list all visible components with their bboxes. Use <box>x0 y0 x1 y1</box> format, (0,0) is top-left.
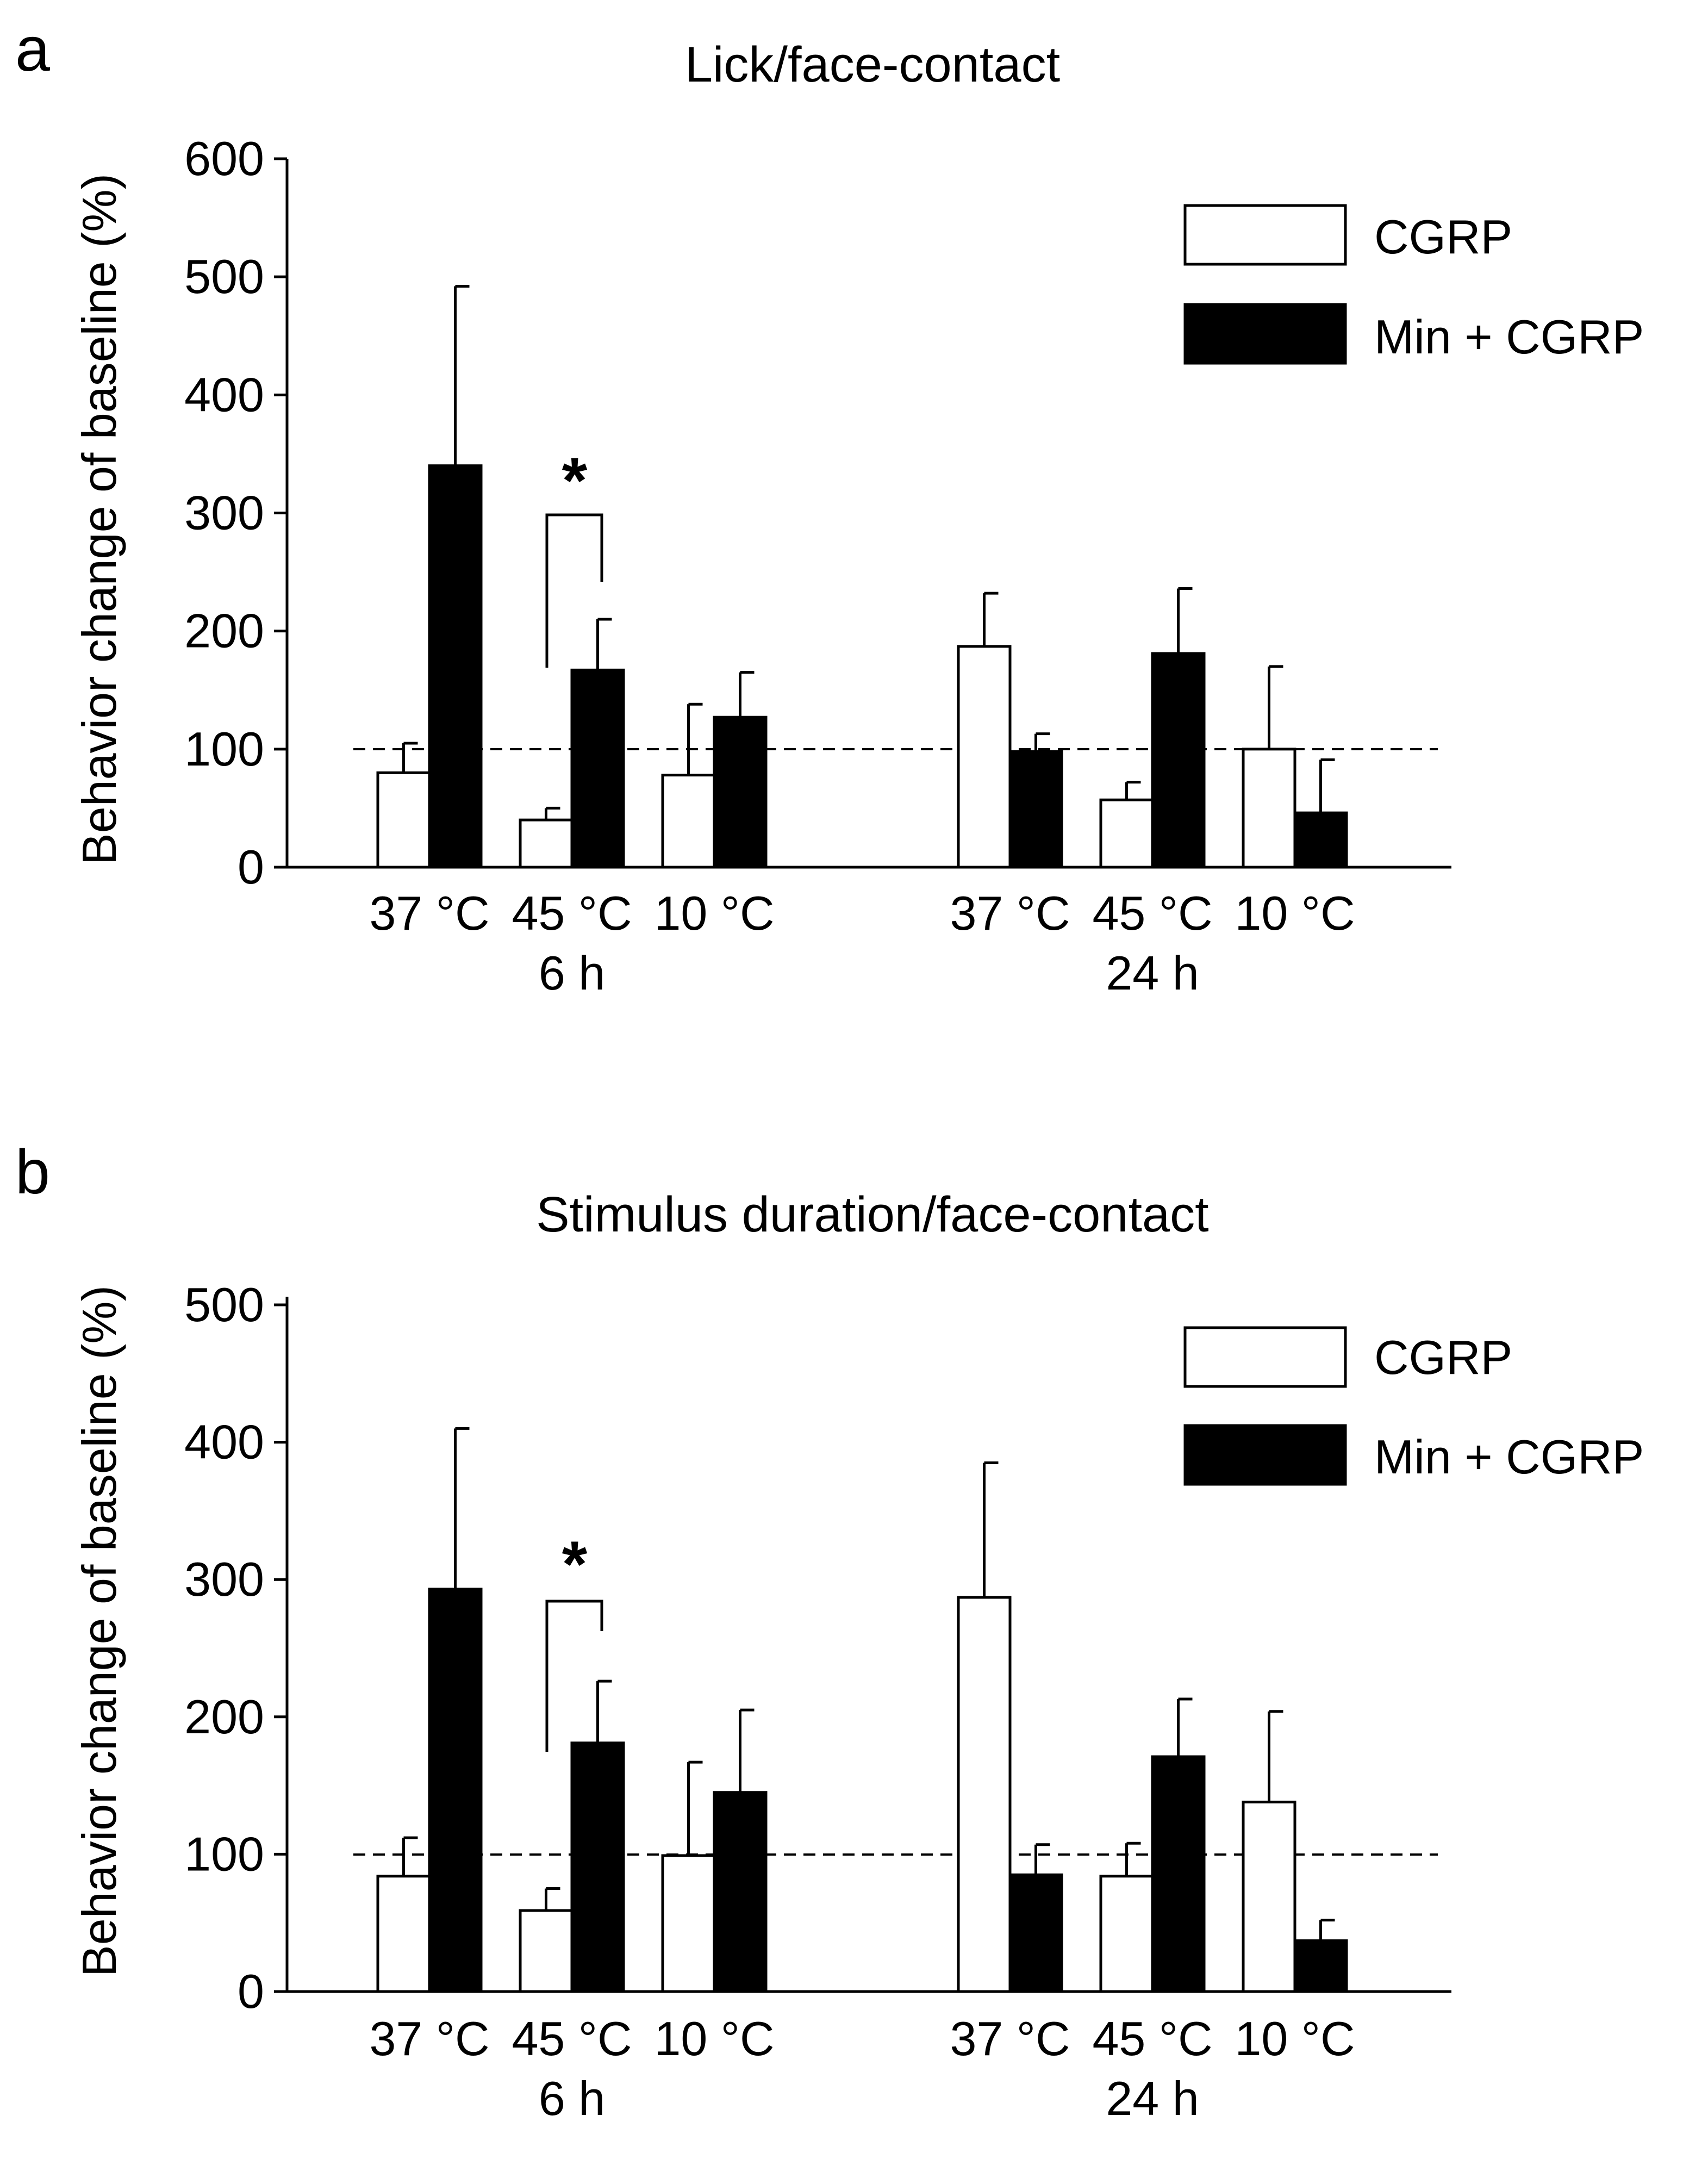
y-tick-label: 500 <box>184 1278 264 1332</box>
bar <box>570 668 625 869</box>
panel-b-legend-label-cgrp: CGRP <box>1374 1330 1512 1384</box>
bar <box>570 1741 625 1993</box>
bar <box>1099 798 1154 869</box>
panel-b-bars <box>376 1427 1348 1993</box>
bar <box>713 1791 768 1993</box>
bar <box>1008 1873 1063 1993</box>
panel-a-legend-swatch-cgrp <box>1183 204 1347 266</box>
panel-letter-b: b <box>15 1137 50 1207</box>
panel-b-significance-bracket: * <box>545 1528 603 1752</box>
panel-a-title: Lick/face-contact <box>685 37 1060 92</box>
x-category-label: 45 °C <box>512 886 632 940</box>
panel-a: a Lick/face-contact Behavior change of b… <box>15 15 1644 1000</box>
panel-b-x-labels: 37 °C 45 °C 10 °C 6 h 37 °C 45 °C 10 °C 24 h <box>369 2012 1355 2125</box>
panel-b-bracket-line <box>545 1600 603 1752</box>
panel-a-y-axis-label: Behavior change of baseline (%) <box>72 173 126 865</box>
y-tick-label: 300 <box>184 486 264 540</box>
bar <box>957 1596 1012 1993</box>
panel-a-legend-label-min-cgrp: Min + CGRP <box>1374 310 1644 364</box>
bar <box>713 715 768 869</box>
panel-b-legend: CGRP Min + CGRP <box>1183 1326 1644 1486</box>
x-category-label: 45 °C <box>1092 2012 1212 2065</box>
y-tick-label: 100 <box>184 1827 264 1881</box>
panel-a-legend-label-cgrp: CGRP <box>1374 210 1512 264</box>
y-tick-label: 400 <box>184 368 264 421</box>
y-tick-label: 300 <box>184 1552 264 1606</box>
panel-b-legend-label-min-cgrp: Min + CGRP <box>1374 1430 1644 1484</box>
bar <box>1293 1939 1348 1993</box>
x-group-label: 6 h <box>539 946 605 1000</box>
y-tick-label: 400 <box>184 1415 264 1469</box>
panel-b-significance-star: * <box>562 1528 588 1601</box>
panel-a-significance-bracket: * <box>545 444 603 668</box>
panel-a-legend: CGRP Min + CGRP <box>1183 204 1644 365</box>
panel-a-legend-swatch-min-cgrp <box>1183 303 1347 365</box>
x-category-label: 45 °C <box>1092 886 1212 940</box>
panel-a-x-labels: 37 °C 45 °C 10 °C 6 h 37 °C 45 °C 10 °C 24 h <box>369 886 1355 1000</box>
y-tick-label: 0 <box>238 840 264 894</box>
x-category-label: 37 °C <box>369 2012 489 2065</box>
bar <box>1099 1875 1154 1993</box>
x-category-label: 45 °C <box>512 2012 632 2065</box>
bar <box>428 1588 483 1993</box>
y-tick-label: 500 <box>184 250 264 303</box>
bar <box>1151 1755 1206 1993</box>
panel-b-title: Stimulus duration/face-contact <box>536 1187 1209 1242</box>
panel-a-bars <box>376 285 1348 869</box>
bar <box>519 818 574 869</box>
bar <box>1242 748 1296 869</box>
bar <box>1242 1800 1296 1993</box>
x-group-label: 6 h <box>539 2071 605 2125</box>
bar <box>957 645 1012 869</box>
y-tick-label: 100 <box>184 722 264 776</box>
x-group-label: 24 h <box>1106 946 1199 1000</box>
panel-a-bracket-line <box>545 513 603 668</box>
bar <box>428 464 483 869</box>
panel-b-y-axis-label: Behavior change of baseline (%) <box>72 1285 126 1977</box>
x-category-label: 10 °C <box>654 2012 774 2065</box>
panel-a-significance-star: * <box>562 444 588 517</box>
x-category-label: 37 °C <box>950 886 1070 940</box>
panel-b-legend-swatch-min-cgrp <box>1183 1424 1347 1486</box>
x-category-label: 10 °C <box>654 886 774 940</box>
y-tick-label: 200 <box>184 604 264 658</box>
bar <box>376 1875 431 1993</box>
panel-b-legend-swatch-cgrp <box>1183 1326 1347 1388</box>
bar <box>661 774 716 869</box>
x-group-label: 24 h <box>1106 2071 1199 2125</box>
x-category-label: 10 °C <box>1235 886 1355 940</box>
x-category-label: 10 °C <box>1235 2012 1355 2065</box>
y-tick-label: 200 <box>184 1690 264 1744</box>
bar <box>661 1854 716 1993</box>
panel-letter-a: a <box>15 15 50 84</box>
bar <box>519 1909 574 1993</box>
bar <box>1293 811 1348 869</box>
x-category-label: 37 °C <box>369 886 489 940</box>
y-tick-label: 0 <box>238 1964 264 2018</box>
y-tick-label: 600 <box>184 132 264 185</box>
bar <box>376 771 431 869</box>
panel-b-y-ticks: 0 100 200 300 400 500 <box>184 1278 287 2018</box>
bar <box>1151 652 1206 869</box>
x-category-label: 37 °C <box>950 2012 1070 2065</box>
panel-b: b Stimulus duration/face-contact Behavio… <box>15 1137 1644 2125</box>
panel-a-y-ticks: 0 100 200 300 400 500 600 <box>184 132 287 894</box>
bar <box>1008 750 1063 869</box>
